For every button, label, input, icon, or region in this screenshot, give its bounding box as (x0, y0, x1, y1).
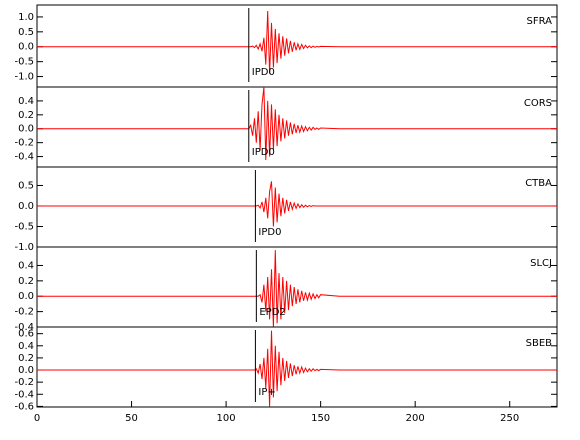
y-tick-label: 0.0 (18, 124, 34, 135)
panel-frame (36, 246, 558, 328)
y-tick-label: 0.5 (18, 180, 34, 191)
y-tick-label: -1.0 (14, 72, 34, 83)
y-tick-label: -0.4 (14, 389, 34, 400)
pick-label: IPD0 (258, 227, 281, 238)
y-tick-label: 0.0 (18, 42, 34, 53)
x-tick-label: 200 (406, 413, 425, 424)
x-tick-label: 250 (500, 413, 519, 424)
y-tick-label: -0.4 (14, 152, 34, 163)
x-tick-label: 150 (311, 413, 330, 424)
y-tick-label: -1.0 (14, 242, 34, 253)
y-tick-label: -0.2 (14, 138, 34, 149)
y-tick-label: 0.5 (18, 27, 34, 38)
pick-label: IPD0 (252, 67, 275, 78)
y-tick-label: -0.5 (14, 221, 34, 232)
y-tick-label: -0.4 (14, 322, 34, 333)
waveform (37, 330, 557, 407)
station-label: SFRA (527, 16, 553, 27)
x-tick-label: 100 (217, 413, 236, 424)
station-label: SLCJ (530, 258, 552, 269)
y-tick-label: 0.2 (18, 276, 34, 287)
y-tick-label: 1.0 (18, 12, 34, 23)
station-label: CTBA (525, 178, 552, 189)
waveform (37, 250, 557, 328)
y-tick-label: 0.2 (18, 353, 34, 364)
y-tick-label: -0.2 (14, 307, 34, 318)
pick-label: EPD2 (259, 307, 285, 318)
y-tick-label: 0.2 (18, 110, 34, 121)
y-tick-label: 0.0 (18, 201, 34, 212)
pick-label: IPD0 (252, 147, 275, 158)
y-tick-label: 0.0 (18, 291, 34, 302)
y-tick-label: -0.6 (14, 401, 34, 412)
waveform (37, 181, 557, 227)
waveform (37, 10, 557, 74)
y-tick-label: 0.4 (18, 341, 34, 352)
y-tick-label: 0.0 (18, 365, 34, 376)
x-tick-label: 50 (125, 413, 138, 424)
y-tick-label: 0.4 (18, 96, 34, 107)
y-tick-label: 0.6 (18, 329, 34, 340)
y-tick-label: 0.4 (18, 260, 34, 271)
panel-frame (36, 326, 558, 408)
y-tick-label: -0.5 (14, 57, 34, 68)
waveform (37, 86, 557, 161)
station-label: SBEB (526, 338, 553, 349)
x-tick-label: 0 (34, 413, 40, 424)
y-tick-label: -0.2 (14, 377, 34, 388)
station-label: CORS (524, 98, 552, 109)
pick-label: IP+ (258, 387, 275, 398)
